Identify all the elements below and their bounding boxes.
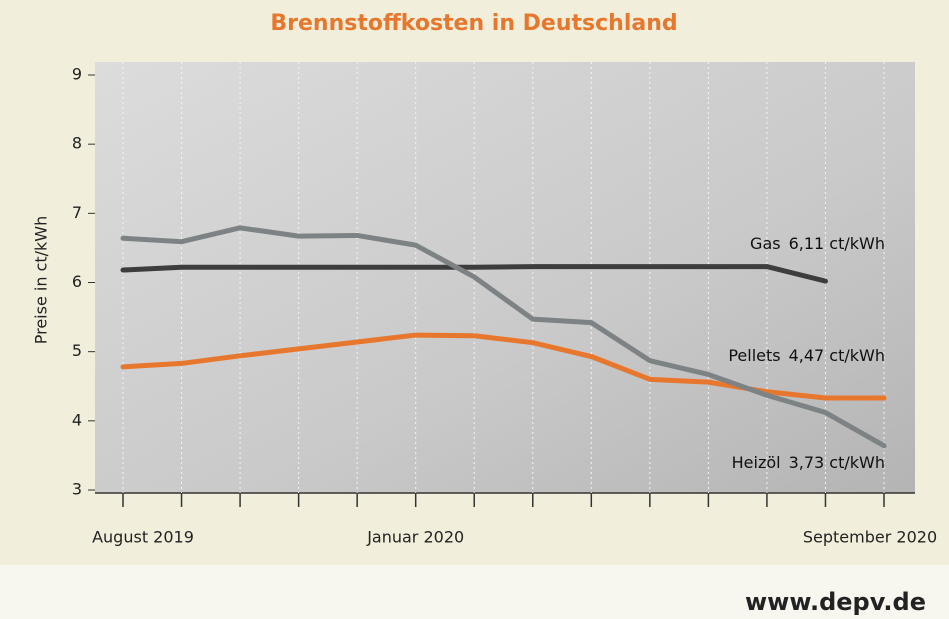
series-label: Pellets 4,47 ct/kWh (728, 346, 885, 365)
y-tick-label: 9 (72, 65, 82, 84)
series-annotation: 6,11 ct/kWh (789, 234, 885, 253)
series-name: Gas (750, 234, 781, 253)
y-tick-label: 3 (72, 480, 82, 499)
y-tick-label: 4 (72, 410, 82, 429)
series-name: Heizöl (732, 453, 781, 472)
series-label: Gas 6,11 ct/kWh (750, 234, 885, 253)
y-tick-label: 5 (72, 341, 82, 360)
series-annotation: 4,47 ct/kWh (789, 346, 885, 365)
source: www.depv.de (745, 588, 926, 616)
x-tick-label: Januar 2020 (366, 528, 464, 547)
y-tick-label: 8 (72, 134, 82, 153)
series-label: Heizöl 3,73 ct/kWh (732, 453, 885, 472)
series-annotation: 3,73 ct/kWh (789, 453, 885, 472)
chart-title: Brennstoffkosten in Deutschland (270, 11, 677, 36)
series-line (120, 225, 887, 449)
y-axis-label: Preise in ct/kWh (32, 216, 51, 345)
plot-area (95, 62, 915, 493)
series-name: Pellets (728, 346, 780, 365)
series-line (120, 264, 828, 284)
y-tick-label: 6 (72, 272, 82, 291)
y-tick-label: 7 (72, 203, 82, 222)
x-tick-label: September 2020 (803, 528, 937, 547)
x-tick-label: August 2019 (92, 528, 194, 547)
